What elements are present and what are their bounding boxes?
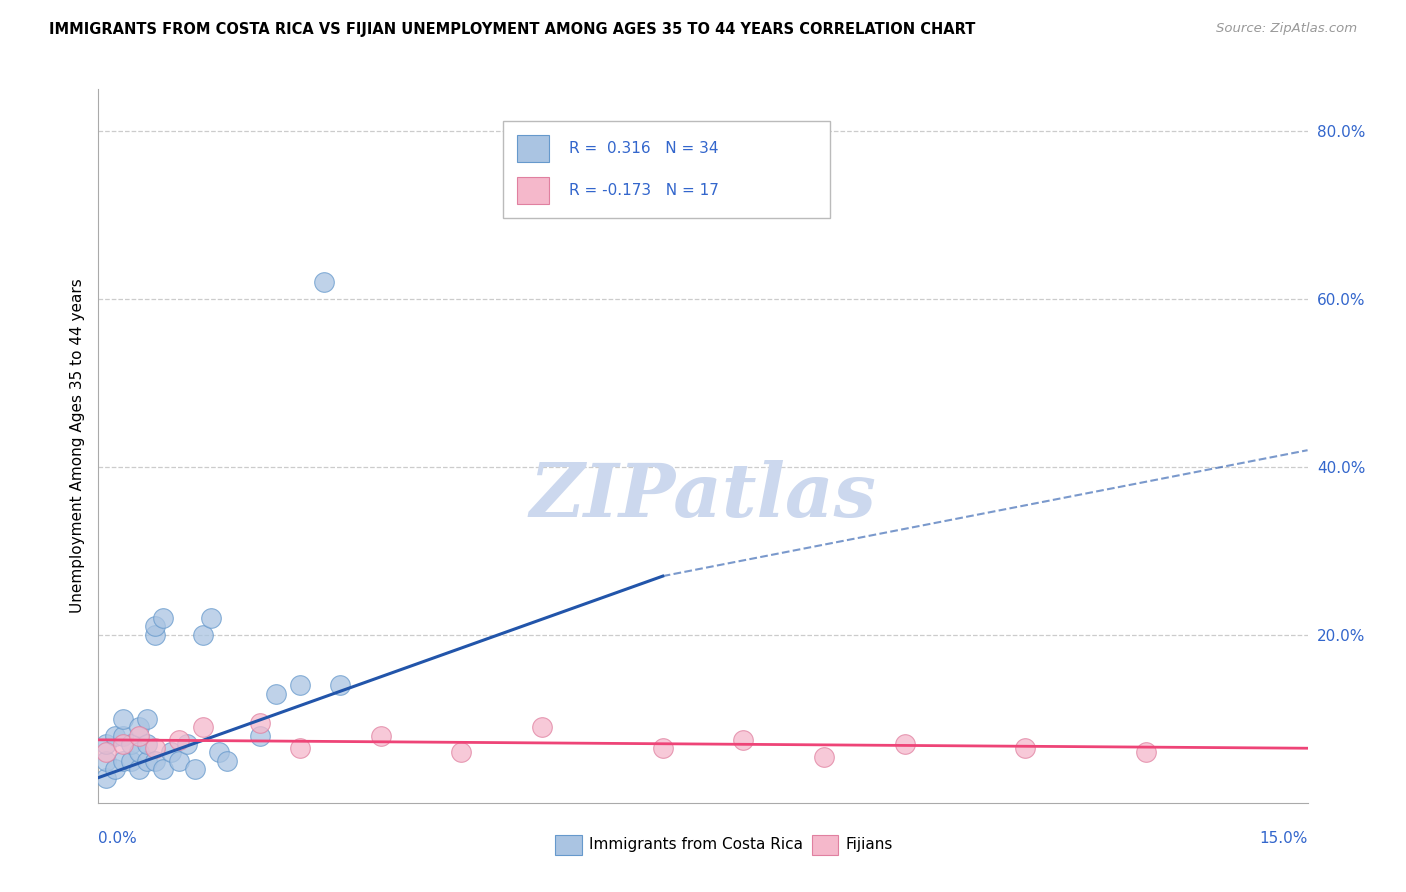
Point [135,712,157,726]
Bar [811,835,838,855]
Point [96,746,118,760]
Point [733,732,755,747]
Point [143,754,166,768]
Point [813,749,835,764]
Point [370,729,392,743]
Point [111,737,134,751]
Point [450,746,472,760]
Bar [555,835,582,855]
Text: ZIPatlas: ZIPatlas [530,459,876,533]
Bar [503,121,830,218]
Text: 0.0%: 0.0% [98,831,138,847]
Point [288,741,311,756]
Point [143,628,166,642]
Point [111,754,134,768]
Point [143,619,166,633]
Point [1135,746,1157,760]
Text: 15.0%: 15.0% [1260,831,1308,847]
Point [96,771,118,785]
Point [651,741,673,756]
Point [1014,741,1036,756]
Point [96,737,118,751]
Point [217,754,239,768]
Text: Fijians: Fijians [845,838,893,853]
Point [193,628,215,642]
Point [135,754,157,768]
Point [249,716,271,731]
Point [530,720,553,734]
Text: R = -0.173   N = 17: R = -0.173 N = 17 [569,183,718,198]
Point [160,746,183,760]
Point [176,737,198,751]
Point [288,678,311,692]
Point [152,611,174,625]
Point [167,732,190,747]
Text: IMMIGRANTS FROM COSTA RICA VS FIJIAN UNEMPLOYMENT AMONG AGES 35 TO 44 YEARS CORR: IMMIGRANTS FROM COSTA RICA VS FIJIAN UNE… [49,22,976,37]
Point [120,754,142,768]
Bar [516,135,550,161]
Text: Source: ZipAtlas.com: Source: ZipAtlas.com [1216,22,1357,36]
Point [103,762,125,776]
Point [128,720,150,734]
Text: Immigrants from Costa Rica: Immigrants from Costa Rica [589,838,803,853]
Point [314,275,336,289]
Point [103,729,125,743]
Point [128,746,150,760]
Point [167,754,190,768]
Point [135,737,157,751]
Text: R =  0.316   N = 34: R = 0.316 N = 34 [569,141,718,156]
Point [329,678,352,692]
Point [143,741,166,756]
Point [264,687,287,701]
Y-axis label: Unemployment Among Ages 35 to 44 years: Unemployment Among Ages 35 to 44 years [69,278,84,614]
Point [208,746,231,760]
Bar [516,178,550,204]
Point [893,737,915,751]
Point [152,762,174,776]
Point [193,720,215,734]
Point [200,611,222,625]
Point [111,729,134,743]
Point [120,737,142,751]
Point [128,762,150,776]
Point [249,729,271,743]
Point [111,712,134,726]
Point [184,762,207,776]
Point [96,754,118,768]
Point [128,729,150,743]
